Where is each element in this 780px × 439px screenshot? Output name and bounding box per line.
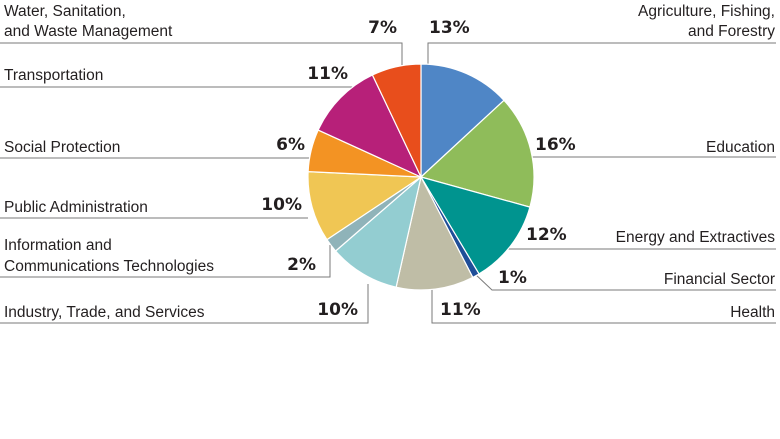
category-label-water-sanitation-and-waste-management: and Waste Management [4, 23, 173, 40]
pie-slice-public-administration [307, 171, 422, 241]
percent-label-financial-sector: 1% [498, 268, 527, 288]
pie-slice-industry-trade-and-services [335, 176, 422, 288]
percent-label-agriculture-fishing-and-forestry: 13% [429, 18, 470, 38]
pie-slice-transportation [317, 74, 422, 178]
category-label-public-administration: Public Administration [4, 199, 148, 216]
pie-slice-water-sanitation-and-waste-management [371, 63, 422, 178]
percent-label-industry-trade-and-services: 10% [317, 300, 358, 320]
percent-label-energy-and-extractives: 12% [526, 225, 567, 245]
category-label-information-and-communications-technologies: Information and [4, 237, 112, 254]
percent-label-health: 11% [440, 300, 481, 320]
category-label-health: Health [730, 304, 775, 321]
percent-label-water-sanitation-and-waste-management: 7% [368, 18, 397, 38]
category-label-agriculture-fishing-and-forestry: and Forestry [688, 23, 775, 40]
pie-slice-energy-and-extractives [420, 176, 531, 275]
category-label-information-and-communications-technologies: Communications Technologies [4, 258, 214, 275]
category-label-education: Education [706, 139, 775, 156]
category-label-industry-trade-and-services: Industry, Trade, and Services [4, 304, 205, 321]
category-label-transportation: Transportation [4, 67, 103, 84]
pie-slice-education [420, 99, 535, 208]
percent-label-transportation: 11% [307, 64, 348, 84]
leader-line-information-and-communications-technologies [0, 245, 331, 278]
pie-slice-health [395, 176, 474, 291]
percent-label-public-administration: 10% [261, 195, 302, 215]
category-label-agriculture-fishing-and-forestry: Agriculture, Fishing, [638, 3, 775, 20]
percent-label-information-and-communications-technologies: 2% [287, 255, 316, 275]
pie-slice-agriculture-fishing-and-forestry [420, 63, 505, 178]
percent-label-social-protection: 6% [276, 135, 305, 155]
category-label-energy-and-extractives: Energy and Extractives [616, 229, 776, 246]
category-label-water-sanitation-and-waste-management: Water, Sanitation, [4, 3, 126, 20]
leader-line-industry-trade-and-services [0, 284, 369, 324]
percent-label-education: 16% [535, 135, 576, 155]
category-label-social-protection: Social Protection [4, 139, 120, 156]
leader-line-water-sanitation-and-waste-management [0, 42, 403, 66]
leader-line-financial-sector [473, 272, 776, 291]
leader-line-health [431, 288, 776, 324]
leader-line-agriculture-fishing-and-forestry [427, 42, 776, 66]
category-label-financial-sector: Financial Sector [664, 271, 775, 288]
